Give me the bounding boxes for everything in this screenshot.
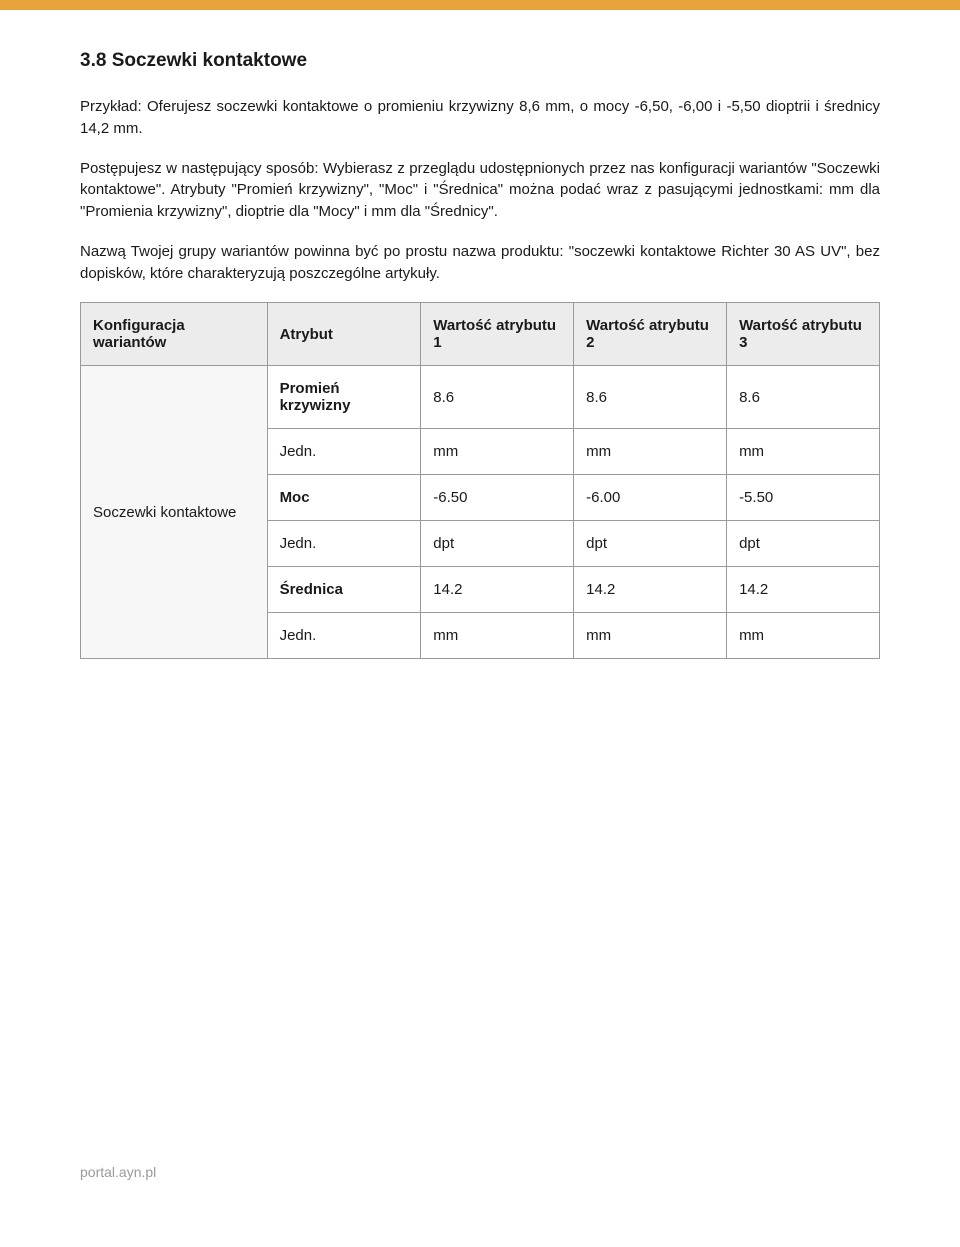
value-cell: 8.6 xyxy=(574,366,727,429)
col-attribute: Atrybut xyxy=(267,303,421,366)
attr-cell: Jedn. xyxy=(267,521,421,567)
value-cell: 8.6 xyxy=(727,366,880,429)
value-cell: mm xyxy=(727,429,880,475)
value-cell: dpt xyxy=(421,521,574,567)
paragraph-2: Postępujesz w następujący sposób: Wybier… xyxy=(80,158,880,223)
value-cell: dpt xyxy=(727,521,880,567)
attr-cell: Jedn. xyxy=(267,613,421,659)
col-val3: Wartość atrybutu 3 xyxy=(727,303,880,366)
table-header-row: Konfiguracja wariantów Atrybut Wartość a… xyxy=(81,303,880,366)
section-heading: 3.8 Soczewki kontaktowe xyxy=(80,50,880,72)
paragraph-3: Nazwą Twojej grupy wariantów powinna być… xyxy=(80,241,880,285)
attr-cell: Moc xyxy=(267,475,421,521)
value-cell: 14.2 xyxy=(421,567,574,613)
value-cell: mm xyxy=(727,613,880,659)
table-body: Soczewki kontaktowe Promień krzywizny 8.… xyxy=(81,366,880,659)
attr-cell: Średnica xyxy=(267,567,421,613)
value-cell: dpt xyxy=(574,521,727,567)
content-area: 3.8 Soczewki kontaktowe Przykład: Oferuj… xyxy=(80,50,880,1144)
value-cell: mm xyxy=(421,613,574,659)
table-row: Soczewki kontaktowe Promień krzywizny 8.… xyxy=(81,366,880,429)
value-cell: -6.00 xyxy=(574,475,727,521)
col-val2: Wartość atrybutu 2 xyxy=(574,303,727,366)
attr-cell: Promień krzywizny xyxy=(267,366,421,429)
value-cell: 8.6 xyxy=(421,366,574,429)
value-cell: mm xyxy=(421,429,574,475)
page-container: 3.8 Soczewki kontaktowe Przykład: Oferuj… xyxy=(0,10,960,1210)
value-cell: mm xyxy=(574,429,727,475)
value-cell: -5.50 xyxy=(727,475,880,521)
top-accent-bar xyxy=(0,0,960,10)
value-cell: -6.50 xyxy=(421,475,574,521)
table-header: Konfiguracja wariantów Atrybut Wartość a… xyxy=(81,303,880,366)
variant-table: Konfiguracja wariantów Atrybut Wartość a… xyxy=(80,302,880,659)
col-config: Konfiguracja wariantów xyxy=(81,303,268,366)
paragraph-1: Przykład: Oferujesz soczewki kontaktowe … xyxy=(80,96,880,140)
value-cell: 14.2 xyxy=(727,567,880,613)
col-val1: Wartość atrybutu 1 xyxy=(421,303,574,366)
attr-cell: Jedn. xyxy=(267,429,421,475)
config-name-cell: Soczewki kontaktowe xyxy=(81,366,268,659)
value-cell: 14.2 xyxy=(574,567,727,613)
value-cell: mm xyxy=(574,613,727,659)
page-footer: portal.ayn.pl xyxy=(80,1144,880,1180)
